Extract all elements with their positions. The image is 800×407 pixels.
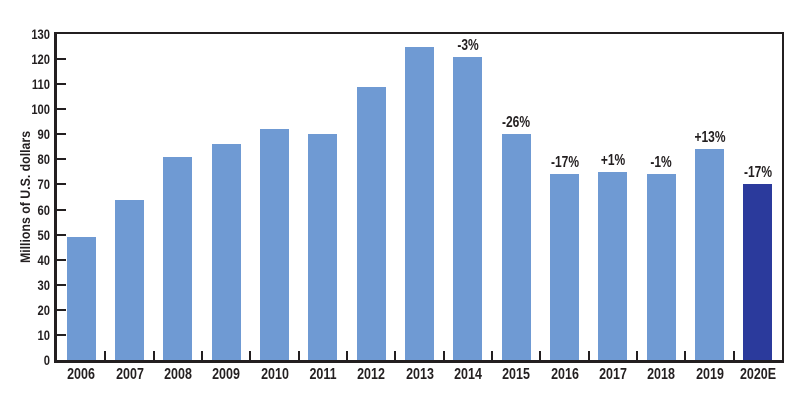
- y-tick: [57, 108, 66, 111]
- y-tick-label: 0: [43, 352, 50, 368]
- bar: [743, 184, 773, 360]
- annotation: -17%: [743, 164, 772, 182]
- x-tick-label: 2014: [453, 366, 482, 383]
- x-tick: [104, 351, 107, 360]
- x-tick: [442, 351, 445, 360]
- y-tick: [57, 258, 66, 261]
- y-tick: [57, 308, 66, 311]
- bar: [260, 129, 289, 360]
- x-tick-label: 2008: [163, 366, 192, 383]
- annotation: -1%: [650, 154, 672, 172]
- y-tick: [57, 333, 66, 336]
- y-tick: [57, 58, 66, 61]
- x-tick-label: 2016: [550, 366, 579, 383]
- bar: [646, 174, 676, 360]
- y-tick-label: 70: [37, 176, 50, 193]
- x-tick-label: 2019: [695, 366, 724, 383]
- x-tick: [297, 351, 300, 360]
- x-tick: [732, 351, 735, 360]
- x-tick-label: 2013: [405, 366, 434, 383]
- x-tick: [684, 351, 687, 360]
- y-tick: [57, 233, 66, 236]
- y-tick-label: 10: [37, 326, 50, 343]
- annotation: +1%: [600, 151, 626, 169]
- bar: [550, 174, 579, 360]
- bar: [695, 149, 724, 360]
- x-tick-label: 2006: [67, 366, 96, 383]
- x-tick: [346, 351, 348, 360]
- x-tick-label: 2011: [309, 366, 337, 383]
- bar: [163, 156, 193, 360]
- x-tick: [152, 351, 155, 360]
- x-tick: [539, 351, 542, 360]
- annotation: +13%: [693, 129, 726, 147]
- y-tick: [57, 158, 66, 161]
- y-tick-label: 90: [37, 126, 50, 143]
- x-tick-label: 2007: [115, 366, 144, 383]
- y-tick-label: 130: [31, 26, 50, 42]
- bar: [405, 46, 434, 360]
- bar: [453, 56, 483, 360]
- y-tick-label: 110: [31, 76, 50, 93]
- bar: [598, 171, 628, 360]
- bar: [211, 144, 241, 360]
- y-tick-label: 80: [37, 151, 50, 168]
- y-tick-label: 50: [37, 226, 50, 243]
- y-tick: [57, 208, 66, 211]
- y-tick: [57, 183, 66, 186]
- x-tick: [491, 351, 493, 360]
- y-tick-label: 20: [37, 301, 50, 318]
- x-tick-label: 2018: [647, 366, 676, 383]
- bar: [356, 86, 386, 360]
- bar: [66, 237, 96, 360]
- annotation: -3%: [457, 36, 479, 54]
- bar: [308, 134, 338, 360]
- annotation: -26%: [502, 114, 531, 132]
- annotation: -17%: [550, 154, 579, 172]
- x-tick: [636, 351, 638, 360]
- y-tick-label: 60: [37, 201, 50, 218]
- x-tick-label: 2020E: [739, 366, 776, 383]
- y-tick: [57, 283, 66, 286]
- x-tick: [249, 351, 252, 360]
- plot-area: -3% -26% -17% +1% -1% +13% -17%: [54, 32, 784, 363]
- x-tick-label: 2017: [598, 366, 627, 383]
- x-tick: [201, 351, 203, 360]
- bar: [115, 199, 144, 360]
- x-tick-label: 2012: [357, 366, 386, 383]
- y-tick-label: 40: [37, 251, 50, 268]
- bar: [501, 134, 531, 360]
- x-tick: [587, 351, 590, 360]
- y-tick-label: 120: [31, 51, 50, 68]
- x-tick: [394, 351, 397, 360]
- y-tick-label: 100: [31, 101, 50, 118]
- y-tick: [57, 83, 66, 86]
- x-tick-label: 2015: [502, 366, 531, 383]
- y-tick-label: 30: [37, 276, 50, 293]
- y-tick: [57, 133, 66, 136]
- x-tick-label: 2009: [212, 366, 241, 383]
- x-tick-label: 2010: [260, 366, 289, 383]
